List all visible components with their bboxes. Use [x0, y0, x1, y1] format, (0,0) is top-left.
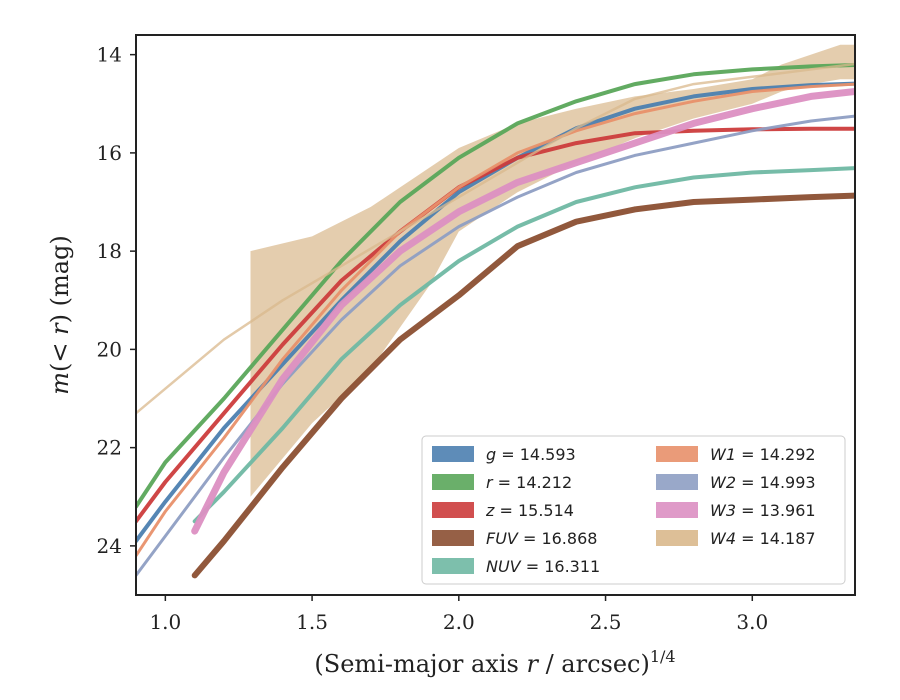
x-tick-label: 2.5 [590, 610, 622, 634]
legend-label-r: r = 14.212 [486, 473, 572, 492]
series-line-W3 [191, 88, 855, 535]
legend-swatch-W1 [656, 446, 698, 462]
legend-label-z: z = 15.514 [485, 501, 574, 520]
legend-swatch-g [432, 446, 474, 462]
x-axis-title: (Semi-major axis r / arcsec)1/4 [314, 647, 675, 678]
legend-swatch-W2 [656, 474, 698, 490]
y-axis-title: m(< r) (mag) [46, 235, 74, 395]
legend-swatch-FUV [432, 530, 474, 546]
series-line-W2 [136, 114, 855, 577]
legend-label-W2: W2 = 14.993 [710, 473, 816, 492]
legend-swatch-r [432, 474, 474, 490]
legend-label-NUV: NUV = 16.311 [486, 557, 600, 576]
x-tick-label: 3.0 [736, 610, 768, 634]
x-tick-label: 2.0 [443, 610, 475, 634]
legend-label-W4: W4 = 14.187 [710, 529, 816, 548]
x-tick-label: 1.0 [149, 610, 181, 634]
plot-frame [135, 34, 856, 596]
y-axis: 14 16 18 20 22 24 [97, 43, 136, 558]
legend-swatch-NUV [432, 558, 474, 574]
legend-swatch-W4 [656, 530, 698, 546]
series-lines [136, 62, 855, 579]
series-line-NUV [192, 166, 855, 524]
legend-label-g: g = 14.593 [486, 445, 576, 464]
band-W4 [250, 44, 855, 497]
series-line-W4 [136, 62, 855, 415]
y-tick-label: 24 [97, 534, 122, 558]
series-line-r [136, 63, 855, 509]
y-tick-label: 20 [97, 337, 122, 361]
legend-label-W3: W3 = 13.961 [710, 501, 816, 520]
series-line-z [136, 126, 855, 524]
y-tick-label: 14 [97, 43, 122, 67]
series-line-FUV [191, 192, 855, 579]
y-tick-label: 16 [97, 141, 122, 165]
legend: g = 14.593 r = 14.212 z = 15.514 FUV = 16.8… [421, 435, 846, 585]
series-line-g [136, 81, 855, 543]
x-tick-label: 1.5 [296, 610, 328, 634]
uncertainty-bands [250, 44, 855, 497]
series-line-W1 [136, 82, 855, 558]
y-tick-label: 22 [97, 436, 122, 460]
x-axis: 1.0 1.5 2.0 2.5 3.0 [149, 595, 768, 634]
legend-swatch-z [432, 502, 474, 518]
legend-label-FUV: FUV = 16.868 [486, 529, 597, 548]
y-tick-label: 18 [97, 239, 122, 263]
legend-label-W1: W1 = 14.292 [710, 445, 816, 464]
legend-box [421, 435, 846, 585]
legend-swatch-W3 [656, 502, 698, 518]
